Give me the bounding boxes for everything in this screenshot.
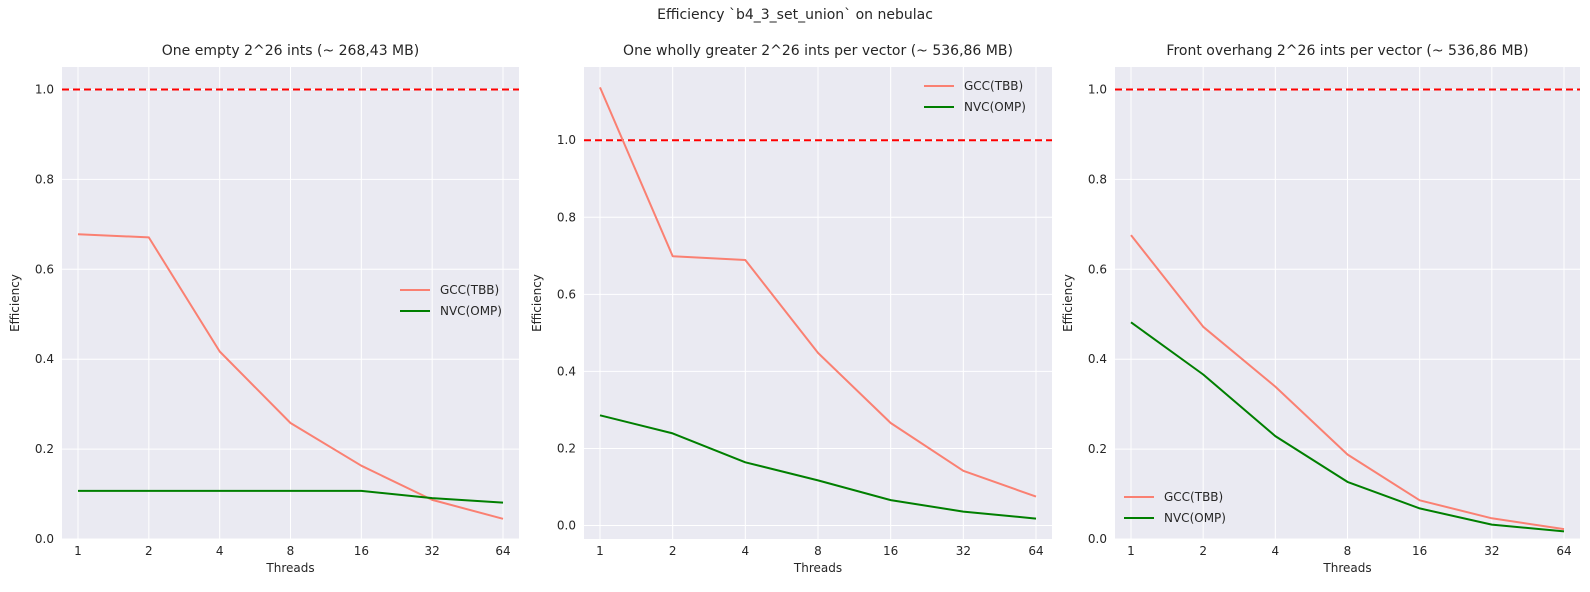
y-tick-label: 1.0 (1088, 82, 1107, 96)
y-axis-label: Efficiency (1061, 274, 1075, 332)
x-tick-label: 8 (1344, 544, 1352, 558)
y-tick-label: 1.0 (35, 82, 54, 96)
y-tick-label: 0.0 (557, 519, 576, 533)
y-tick-label: 0.2 (35, 442, 54, 456)
x-tick-label: 4 (216, 544, 224, 558)
x-tick-label: 16 (354, 544, 369, 558)
x-tick-label: 8 (814, 544, 822, 558)
y-tick-label: 0.0 (35, 532, 54, 546)
x-tick-label: 8 (287, 544, 295, 558)
y-tick-label: 0.4 (557, 364, 576, 378)
x-tick-label: 2 (1199, 544, 1207, 558)
y-tick-label: 0.8 (1088, 172, 1107, 186)
legend-label: NVC(OMP) (1164, 511, 1226, 525)
y-tick-label: 1.0 (557, 133, 576, 147)
x-axis-label: Threads (265, 561, 314, 575)
x-tick-label: 32 (956, 544, 971, 558)
y-axis-label: Efficiency (8, 274, 22, 332)
x-tick-label: 64 (1556, 544, 1571, 558)
x-tick-label: 1 (596, 544, 604, 558)
legend-label: GCC(TBB) (1164, 490, 1223, 504)
x-tick-label: 16 (883, 544, 898, 558)
y-tick-label: 0.8 (35, 172, 54, 186)
x-tick-label: 4 (742, 544, 750, 558)
chart-panel-3 (1115, 67, 1580, 540)
subplot-title: One empty 2^26 ints (~ 268,43 MB) (162, 43, 419, 59)
y-tick-label: 0.2 (557, 441, 576, 455)
x-tick-label: 1 (74, 544, 82, 558)
x-tick-label: 64 (495, 544, 510, 558)
x-tick-label: 1 (1127, 544, 1135, 558)
figure-title: Efficiency `b4_3_set_union` on nebulac (657, 7, 933, 23)
x-tick-label: 64 (1028, 544, 1043, 558)
x-axis-label: Threads (793, 561, 842, 575)
subplot-title: One wholly greater 2^26 ints per vector … (623, 43, 1013, 59)
y-tick-label: 0.0 (1088, 532, 1107, 546)
legend-label: GCC(TBB) (964, 79, 1023, 93)
chart-panel-1 (62, 67, 519, 540)
y-tick-label: 0.2 (1088, 442, 1107, 456)
legend-label: GCC(TBB) (440, 283, 499, 297)
x-axis-label: Threads (1322, 561, 1371, 575)
y-tick-label: 0.6 (1088, 262, 1107, 276)
y-tick-label: 0.6 (35, 262, 54, 276)
legend-label: NVC(OMP) (440, 304, 502, 318)
y-tick-label: 0.8 (557, 210, 576, 224)
chart-panel-2 (584, 67, 1052, 539)
x-tick-label: 4 (1272, 544, 1280, 558)
subplot-title: Front overhang 2^26 ints per vector (~ 5… (1166, 43, 1528, 59)
y-tick-label: 0.6 (557, 287, 576, 301)
x-tick-label: 16 (1412, 544, 1427, 558)
x-tick-label: 2 (145, 544, 153, 558)
y-tick-label: 0.4 (1088, 352, 1107, 366)
x-tick-label: 32 (425, 544, 440, 558)
y-tick-label: 0.4 (35, 352, 54, 366)
x-tick-label: 32 (1484, 544, 1499, 558)
x-tick-label: 2 (669, 544, 677, 558)
legend-label: NVC(OMP) (964, 100, 1026, 114)
y-axis-label: Efficiency (530, 274, 544, 332)
